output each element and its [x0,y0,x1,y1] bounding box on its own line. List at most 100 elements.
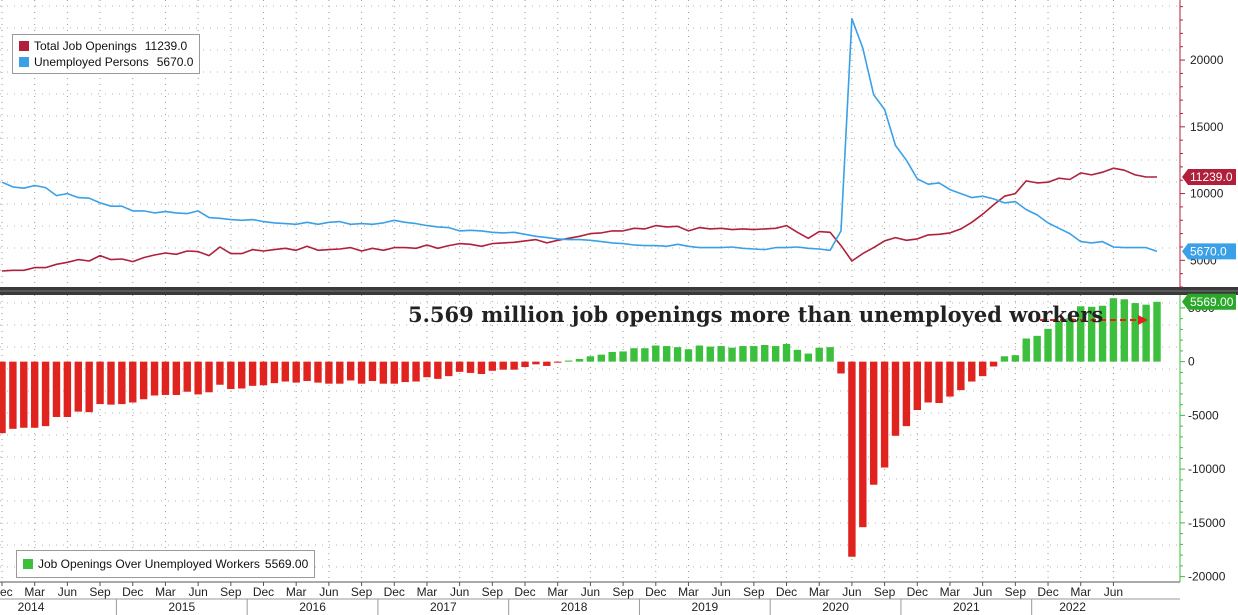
legend-value-total-job-openings: 11239.0 [144,39,188,53]
bar [913,361,921,411]
bar [946,361,954,397]
bar [662,346,671,362]
x-tick-label: Jun [581,585,600,599]
x-tick-label: Mar [1070,585,1091,599]
bar [989,361,998,367]
bar [270,361,279,384]
bar [859,361,867,528]
bar [782,343,791,362]
series-line-unemployed-persons [1,17,1158,253]
x-tick-label: Dec [514,585,535,599]
x-tick-label: Dec [0,585,13,599]
x-year-label: 2021 [953,600,980,614]
bar [30,361,39,428]
y-tick-label-bottom: -15000 [1188,516,1226,530]
annotation-arrow [1040,315,1148,325]
x-year-label: 2016 [299,600,326,614]
legend-value-unemployed-persons: 5670.0 [156,55,194,69]
bar [172,361,181,395]
x-year-label: 2014 [18,600,45,614]
x-tick-label: Mar [547,585,568,599]
line-series [1,17,1158,272]
x-tick-label: Jun [188,585,207,599]
bar [259,361,268,386]
legend-bottom: Job Openings Over Unemployed Workers 556… [16,550,316,578]
bar [706,346,714,362]
bar [401,361,409,383]
bar [1011,355,1020,362]
legend-value-job-openings-over-unemployed: 5569.00 [264,557,309,571]
bar [292,361,300,383]
bar [521,361,529,368]
x-tick-label: Sep [351,585,373,599]
x-tick-label: Sep [743,585,765,599]
x-tick-label: Jun [58,585,77,599]
y-tick-label-top: 20000 [1190,53,1224,67]
bar [1142,304,1150,362]
bar [771,346,780,362]
x-tick-label: Dec [776,585,797,599]
value-tag-total-job-openings-box [1182,169,1236,186]
value-tag-unemployed-persons-text: 5670.0 [1190,244,1227,258]
x-tick-label: Sep [612,585,634,599]
bar [673,347,682,362]
bar [96,361,104,405]
bar [652,345,660,362]
bar [150,361,159,396]
bar [488,361,497,371]
bar [978,361,987,377]
x-year-label: 2018 [561,600,588,614]
bar [1098,305,1107,362]
bar [924,361,932,403]
legend-item-unemployed-persons: Unemployed Persons 5670.0 [19,54,193,70]
bar [1131,303,1139,362]
bar [1000,356,1009,362]
bar [848,361,856,557]
bar [935,361,943,404]
bar [1044,328,1052,362]
x-tick-label: Dec [1037,585,1058,599]
bar [804,353,813,362]
bar [1120,299,1129,362]
legend-item-total-job-openings: Total Job Openings 11239.0 [19,38,193,54]
legend-label-job-openings-over-unemployed: Job Openings Over Unemployed Workers [38,557,260,571]
x-tick-label: Sep [482,585,504,599]
legend-item-job-openings-over-unemployed: Job Openings Over Unemployed Workers 556… [23,556,308,572]
x-tick-label: Sep [89,585,111,599]
x-tick-label: Mar [809,585,830,599]
bar [695,345,704,362]
bar [423,361,431,378]
bar [346,361,355,381]
bar [41,361,50,427]
x-tick-label: Sep [220,585,242,599]
bar [434,361,442,379]
x-tick-label: Mar [155,585,176,599]
annotation-text: 5.569 million job openings more than une… [408,302,1104,327]
bar [902,361,911,427]
x-tick-label: Mar [286,585,307,599]
x-tick-label: Jun [711,585,730,599]
bar [368,361,377,381]
y-tick-label-bottom: 0 [1188,355,1195,369]
bar [129,361,137,403]
bar [564,360,573,362]
bar [107,361,115,405]
value-tag-job-openings-over-unemployed-text: 5569.00 [1190,295,1234,309]
x-tick-label: Mar [24,585,45,599]
bar [161,361,170,395]
bar [739,346,747,362]
bar [608,351,616,362]
bar [793,349,802,362]
x-tick-label: Jun [319,585,338,599]
bar [477,361,486,374]
bar [357,361,366,384]
bar [74,361,82,412]
legend-swatch-total-job-openings [19,41,29,51]
value-tags: 11239.0 5670.0 5569.00 [1182,169,1236,310]
grid-bottom [0,295,1180,582]
bar [837,361,845,374]
bar [216,361,224,385]
x-tick-label: Dec [907,585,928,599]
bar [1109,298,1118,362]
